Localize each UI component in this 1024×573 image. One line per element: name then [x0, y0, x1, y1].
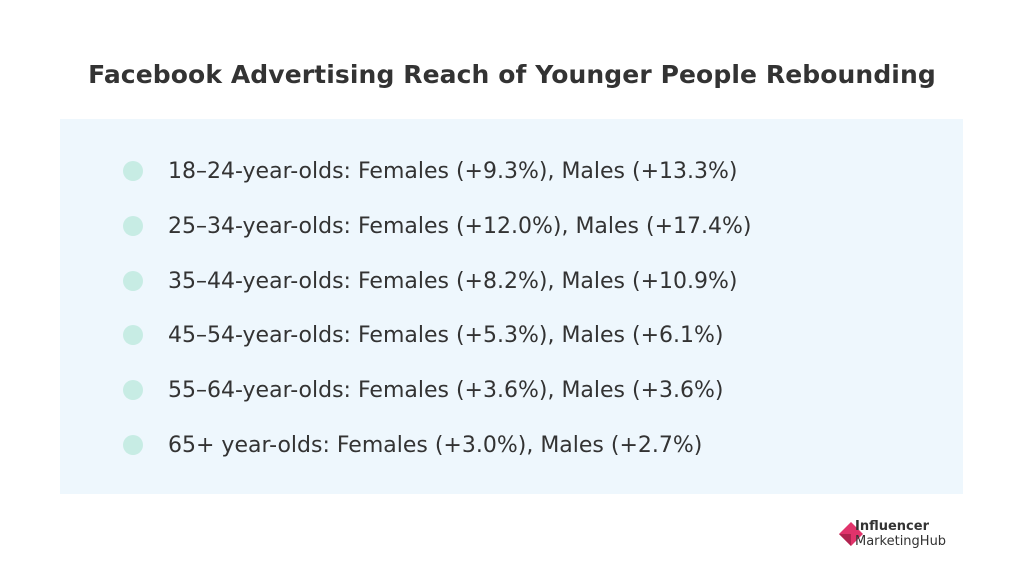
bullet-icon — [123, 161, 143, 181]
list-item: 25–34-year-olds: Females (+12.0%), Males… — [123, 211, 752, 241]
list-item: 18–24-year-olds: Females (+9.3%), Males … — [123, 156, 738, 186]
list-item: 35–44-year-olds: Females (+8.2%), Males … — [123, 266, 738, 296]
bullet-icon — [123, 325, 143, 345]
list-item-text: 55–64-year-olds: Females (+3.6%), Males … — [168, 377, 724, 403]
bullet-icon — [123, 380, 143, 400]
bullet-icon — [123, 271, 143, 291]
list-item-text: 35–44-year-olds: Females (+8.2%), Males … — [168, 268, 738, 294]
page-title: Facebook Advertising Reach of Younger Pe… — [88, 60, 936, 89]
list-item-text: 45–54-year-olds: Females (+5.3%), Males … — [168, 322, 724, 348]
bullet-icon — [123, 216, 143, 236]
diamond-logo-icon — [839, 522, 863, 546]
stats-panel: 18–24-year-olds: Females (+9.3%), Males … — [60, 119, 963, 494]
logo-text-line2: MarketingHub — [855, 534, 947, 549]
list-item-text: 65+ year-olds: Females (+3.0%), Males (+… — [168, 432, 703, 458]
brand-logo: Influencer MarketingHub — [838, 519, 968, 549]
list-item-text: 18–24-year-olds: Females (+9.3%), Males … — [168, 158, 738, 184]
list-item: 45–54-year-olds: Females (+5.3%), Males … — [123, 320, 724, 350]
list-item: 55–64-year-olds: Females (+3.6%), Males … — [123, 375, 724, 405]
list-item-text: 25–34-year-olds: Females (+12.0%), Males… — [168, 213, 752, 239]
bullet-icon — [123, 435, 143, 455]
logo-text-line1: Influencer — [855, 519, 929, 534]
list-item: 65+ year-olds: Females (+3.0%), Males (+… — [123, 430, 702, 460]
